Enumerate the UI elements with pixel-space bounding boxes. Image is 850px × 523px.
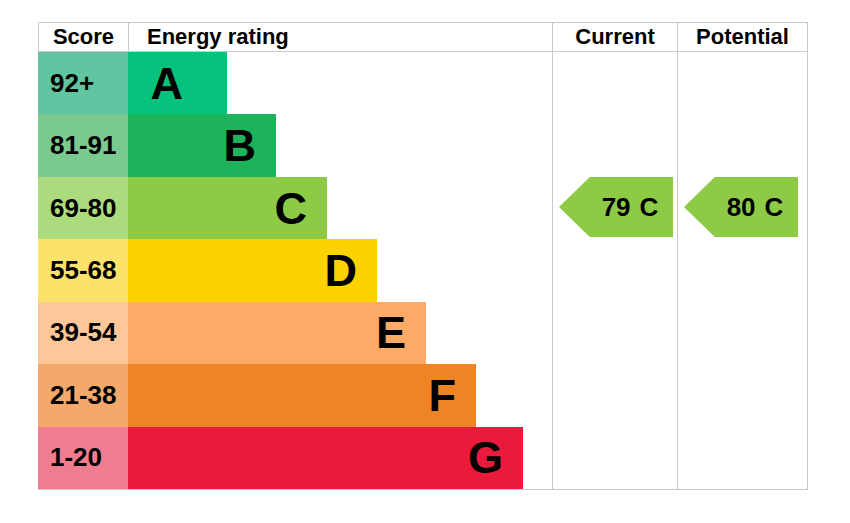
current-rating-arrow: 79 C: [559, 177, 673, 237]
energy-rating-header: Energy rating: [128, 23, 552, 51]
rating-letter-e: E: [376, 310, 406, 355]
rating-bar-d: D: [128, 239, 377, 301]
potential-rating-arrow: 80 C: [684, 177, 798, 237]
rating-bar-a: A: [128, 52, 227, 114]
score-range-f: 21-38: [38, 364, 128, 426]
current-column: 79 C: [552, 52, 677, 489]
potential-band: C: [765, 192, 784, 223]
current-band: C: [640, 192, 659, 223]
band-row-b: 81-91 B: [38, 114, 552, 176]
rating-letter-d: D: [325, 248, 358, 293]
band-row-e: 39-54 E: [38, 302, 552, 364]
score-range-a: 92+: [38, 52, 128, 114]
rating-letter-c: C: [275, 186, 308, 231]
epc-table: Score Energy rating Current Potential 92…: [38, 22, 808, 490]
potential-header: Potential: [677, 23, 808, 51]
score-range-e: 39-54: [38, 302, 128, 364]
rating-letter-f: F: [429, 373, 457, 418]
band-row-g: 1-20 G: [38, 427, 552, 489]
score-range-b: 81-91: [38, 114, 128, 176]
rating-bar-g: G: [128, 427, 523, 489]
header-row: Score Energy rating Current Potential: [38, 22, 808, 52]
rating-letter-b: B: [224, 123, 257, 168]
band-row-d: 55-68 D: [38, 239, 552, 301]
rating-bar-f: F: [128, 364, 476, 426]
score-header: Score: [38, 23, 128, 51]
band-row-a: 92+ A: [38, 52, 552, 114]
current-header: Current: [552, 23, 677, 51]
rating-bands: 92+ A 81-91 B 69-80 C 55-68 D 39-54: [38, 52, 552, 489]
score-range-d: 55-68: [38, 239, 128, 301]
rating-bar-e: E: [128, 302, 426, 364]
epc-rating-chart: Score Energy rating Current Potential 92…: [0, 0, 850, 523]
rating-letter-a: A: [151, 61, 184, 106]
current-value: 79: [602, 192, 631, 223]
score-range-g: 1-20: [38, 427, 128, 489]
potential-value: 80: [727, 192, 756, 223]
rating-bar-b: B: [128, 114, 276, 176]
rating-letter-g: G: [468, 435, 503, 480]
score-range-c: 69-80: [38, 177, 128, 239]
potential-column: 80 C: [677, 52, 808, 489]
band-row-f: 21-38 F: [38, 364, 552, 426]
chart-body: 92+ A 81-91 B 69-80 C 55-68 D 39-54: [38, 52, 808, 490]
rating-bar-c: C: [128, 177, 327, 239]
band-row-c: 69-80 C: [38, 177, 552, 239]
